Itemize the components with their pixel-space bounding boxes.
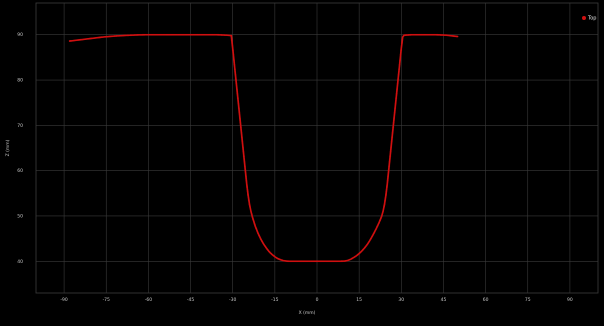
y-tick-label: 80 [17, 78, 23, 84]
x-tick-label: -60 [145, 297, 152, 303]
x-tick-label: 75 [525, 297, 531, 303]
x-tick-label: -15 [271, 297, 278, 303]
legend-label: Top [587, 16, 596, 22]
data-point [456, 35, 459, 38]
y-tick-label: 90 [17, 32, 23, 38]
x-tick-label: 45 [441, 297, 447, 303]
x-tick-label: 0 [316, 297, 319, 303]
legend-marker [582, 16, 586, 20]
x-tick-label: 15 [356, 297, 362, 303]
x-tick-label: 30 [398, 297, 404, 303]
x-axis-title: X (mm) [299, 310, 316, 316]
y-tick-label: 60 [17, 168, 23, 174]
y-tick-label: 40 [17, 259, 23, 265]
y-tick-label: 70 [17, 123, 23, 129]
x-tick-label: 60 [483, 297, 489, 303]
x-tick-label: -75 [103, 297, 110, 303]
x-tick-label: -45 [187, 297, 194, 303]
series-top [68, 33, 459, 263]
x-tick-label: -30 [229, 297, 236, 303]
x-tick-label: -90 [60, 297, 67, 303]
y-axis-title: Z (mm) [5, 139, 11, 156]
x-tick-label: 90 [567, 297, 573, 303]
y-tick-label: 50 [17, 213, 23, 219]
